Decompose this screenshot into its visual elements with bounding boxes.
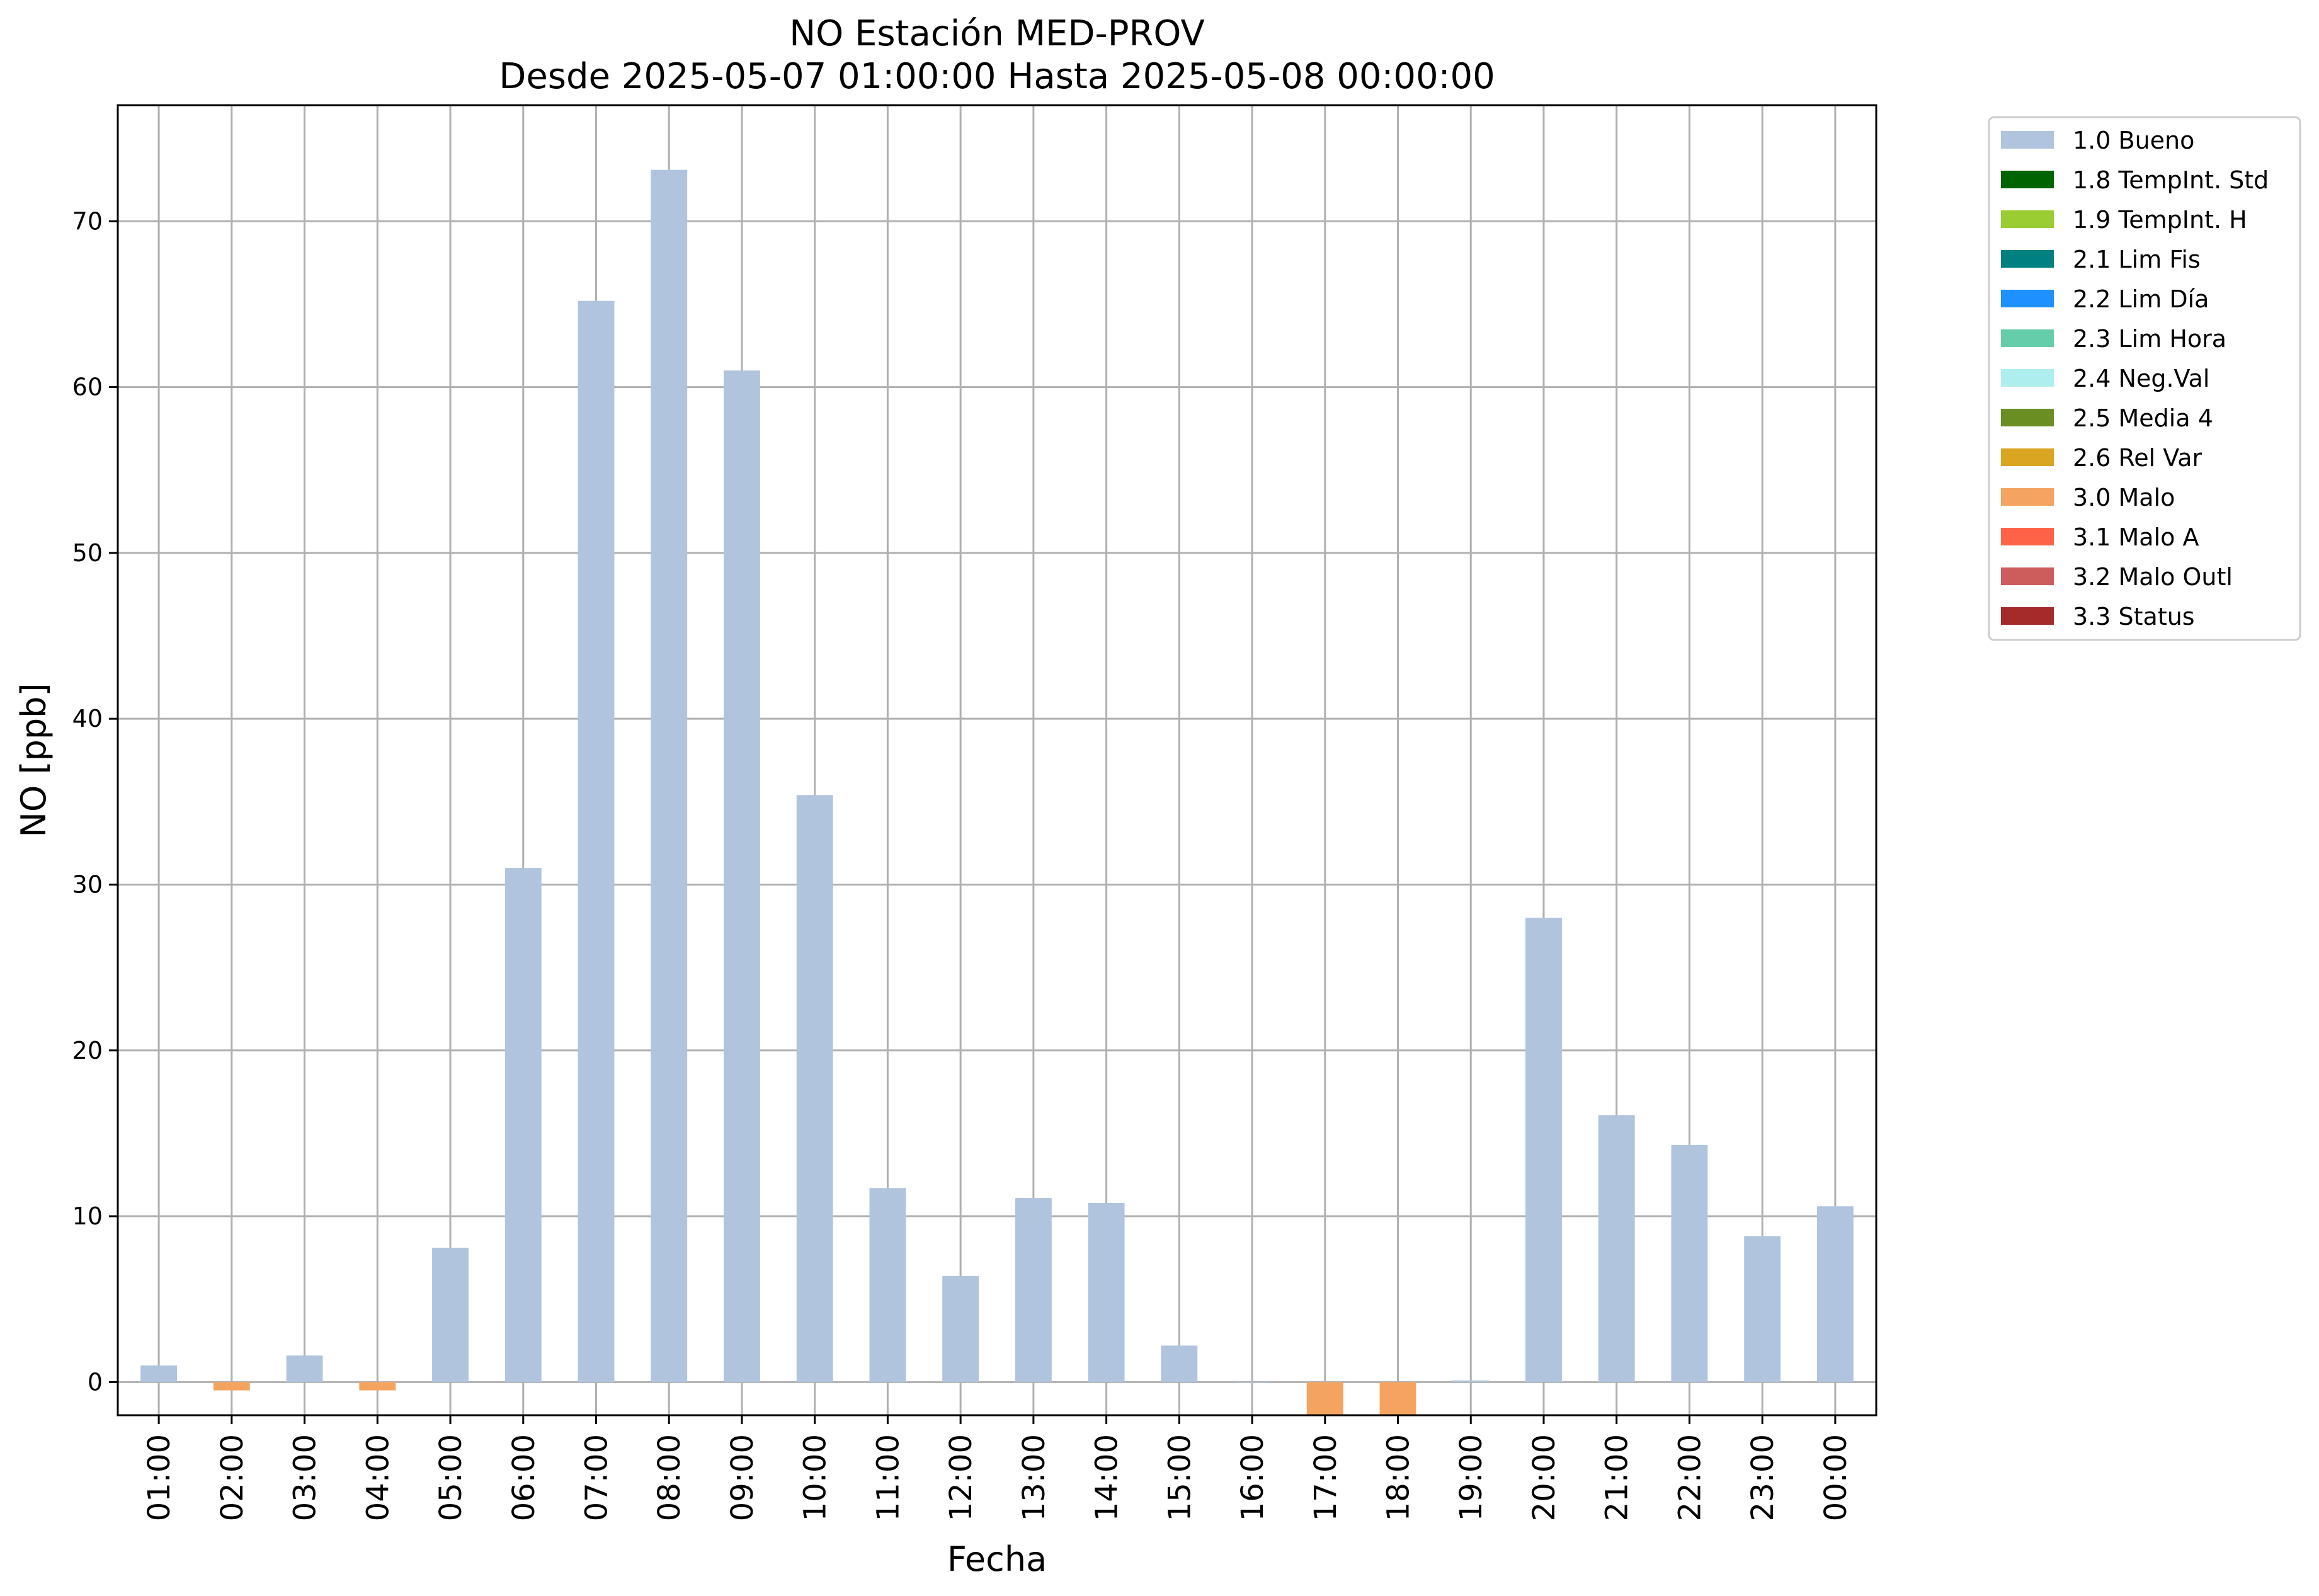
legend-swatch <box>2001 250 2054 268</box>
legend-label: 1.0 Bueno <box>2073 127 2194 154</box>
x-tick-label: 02:00 <box>215 1434 250 1521</box>
bar-1000 <box>796 795 833 1382</box>
y-tick-label: 0 <box>88 1368 103 1396</box>
legend-label: 3.1 Malo A <box>2073 523 2199 551</box>
legend: 1.0 Bueno 1.8 TempInt. Std 1.9 TempInt. H 2… <box>1988 116 2301 641</box>
x-tick-label: 09:00 <box>725 1434 760 1521</box>
bar-2300 <box>1744 1236 1781 1382</box>
bar-1100 <box>869 1188 906 1382</box>
y-tick-label: 30 <box>72 870 103 898</box>
bar-0100 <box>140 1365 178 1382</box>
bar-0400 <box>359 1382 396 1391</box>
legend-swatch <box>2001 369 2054 387</box>
legend-swatch <box>2001 329 2054 347</box>
legend-label: 2.1 Lim Fis <box>2073 246 2201 273</box>
legend-label: 2.6 Rel Var <box>2073 444 2202 472</box>
x-tick-label: 16:00 <box>1235 1434 1270 1521</box>
bar-0900 <box>724 370 760 1382</box>
bars <box>140 169 1854 1415</box>
legend-label: 1.8 TempInt. Std <box>2073 166 2269 194</box>
chart-title: NO Estación MED-PROV <box>789 13 1205 54</box>
legend-swatch <box>2001 567 2054 585</box>
bar-2000 <box>1525 918 1562 1382</box>
bar-0800 <box>651 169 688 1382</box>
x-tick-label: 18:00 <box>1381 1434 1416 1521</box>
bar-1200 <box>942 1275 979 1382</box>
x-axis-label: Fecha <box>947 1539 1047 1579</box>
legend-label: 2.4 Neg.Val <box>2073 365 2209 392</box>
legend-frame <box>1988 116 2301 641</box>
x-tick-label: 15:00 <box>1162 1434 1197 1521</box>
legend-swatch <box>2001 131 2054 149</box>
legend-swatch <box>2001 448 2054 466</box>
bar-0300 <box>286 1355 323 1382</box>
bar-1500 <box>1161 1345 1198 1382</box>
x-tick-label: 23:00 <box>1745 1434 1781 1521</box>
bar-0700 <box>578 300 615 1382</box>
legend-label: 3.0 Malo <box>2073 484 2175 511</box>
x-tick-label: 04:00 <box>360 1434 396 1521</box>
y-tick-label: 60 <box>72 373 103 401</box>
y-tick-label: 50 <box>72 539 103 567</box>
x-tick-label: 08:00 <box>652 1434 687 1521</box>
legend-swatch <box>2001 528 2054 545</box>
x-tick-label: 17:00 <box>1308 1434 1343 1521</box>
x-tick-label: 19:00 <box>1454 1434 1489 1521</box>
legend-label: 1.9 TempInt. H <box>2073 206 2247 234</box>
y-tick-label: 70 <box>72 207 103 235</box>
legend-swatch <box>2001 488 2054 506</box>
bar-2100 <box>1598 1115 1635 1382</box>
bar-0500 <box>432 1248 469 1382</box>
x-tick-label: 20:00 <box>1527 1434 1562 1521</box>
bar-0200 <box>213 1382 250 1391</box>
bar-1300 <box>1015 1198 1052 1382</box>
bar-2200 <box>1671 1144 1708 1382</box>
legend-swatch <box>2001 290 2054 307</box>
legend-label: 3.2 Malo Outl <box>2073 563 2233 591</box>
bar-1800 <box>1379 1382 1416 1415</box>
x-tick-label: 10:00 <box>798 1434 833 1521</box>
bar-0600 <box>504 868 542 1382</box>
legend-swatch <box>2001 210 2054 228</box>
x-tick-label: 05:00 <box>433 1434 469 1521</box>
y-tick-label: 20 <box>72 1037 103 1064</box>
x-tick-label: 11:00 <box>870 1434 906 1521</box>
chart-subtitle: Desde 2025-05-07 01:00:00 Hasta 2025-05-… <box>499 56 1495 97</box>
x-tick-label: 22:00 <box>1672 1434 1707 1521</box>
bar-1900 <box>1452 1380 1490 1382</box>
bar-1700 <box>1306 1382 1343 1415</box>
legend-label: 3.3 Status <box>2073 603 2195 630</box>
x-tick-label: 07:00 <box>579 1434 614 1521</box>
y-axis-ticks: 0 10 20 30 40 50 60 70 <box>72 207 118 1396</box>
legend-label: 2.3 Lim Hora <box>2073 325 2226 353</box>
bar-0000 <box>1816 1206 1854 1382</box>
x-tick-label: 14:00 <box>1090 1434 1125 1521</box>
y-axis-label: NO [ppb] <box>14 683 54 837</box>
x-tick-label: 12:00 <box>943 1434 979 1521</box>
x-tick-label: 21:00 <box>1600 1434 1635 1521</box>
x-tick-label: 13:00 <box>1017 1434 1052 1521</box>
legend-label: 2.2 Lim Día <box>2073 285 2209 313</box>
legend-swatch <box>2001 409 2054 426</box>
y-tick-label: 40 <box>72 705 103 732</box>
x-tick-label: 03:00 <box>288 1434 323 1521</box>
x-axis-ticks: 01:00 02:00 03:00 04:00 05:00 06:00 07:00 08:00… <box>142 1415 1854 1521</box>
bar-1600 <box>1234 1382 1270 1383</box>
legend-swatch <box>2001 171 2054 188</box>
legend-label: 2.5 Media 4 <box>2073 404 2213 432</box>
bar-1400 <box>1088 1202 1125 1382</box>
x-tick-label: 01:00 <box>142 1434 177 1521</box>
x-tick-label: 00:00 <box>1818 1434 1854 1521</box>
x-tick-label: 06:00 <box>506 1434 542 1521</box>
legend-swatch <box>2001 607 2054 625</box>
y-tick-label: 10 <box>72 1202 103 1230</box>
plot-frame <box>117 104 1877 1416</box>
